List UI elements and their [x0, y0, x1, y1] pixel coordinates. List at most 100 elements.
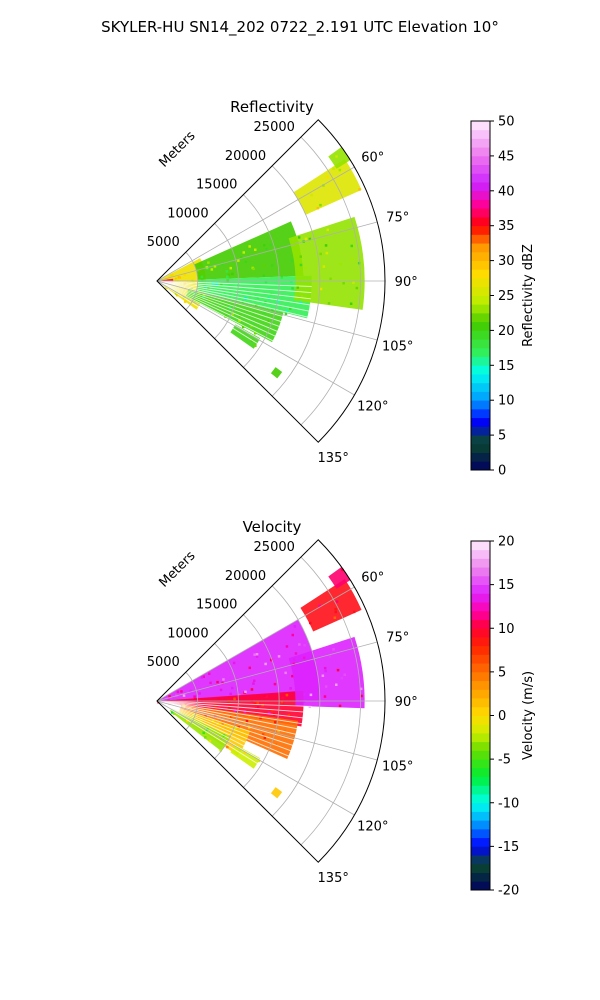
echo-speck [262, 274, 266, 277]
colorbar-swatch [471, 164, 490, 174]
colorbar-tick-label: -10 [498, 796, 519, 811]
echo-speck [209, 681, 212, 685]
echo-speck [299, 263, 303, 267]
angle-tick-label: 135° [318, 871, 349, 886]
echo-speck [323, 666, 327, 670]
echo-speck [248, 666, 251, 670]
angle-tick-label: 90° [395, 275, 418, 290]
echo-speck [328, 654, 332, 658]
echo-speck [168, 275, 171, 278]
colorbar: -20 -15 -10 -5 0 5 10 15 20 Velocity (m/s) [470, 535, 536, 899]
colorbar-swatch [471, 138, 490, 148]
angle-tick-label: 105° [382, 340, 413, 355]
echo-speck [182, 295, 186, 299]
echo-speck [265, 248, 268, 251]
echo-speck [269, 243, 272, 247]
echo-speck [299, 301, 302, 304]
echo-speck [216, 680, 219, 684]
echo-speck [175, 278, 178, 281]
echo-speck [338, 168, 342, 172]
echo-speck [189, 689, 192, 693]
angle-tick-label: 120° [357, 400, 388, 415]
colorbar-swatch [471, 732, 490, 743]
colorbar-swatch [471, 785, 490, 795]
echo-speck [342, 282, 345, 285]
echo-speck [266, 320, 270, 323]
echo-speck [256, 706, 260, 709]
echo-speck [326, 175, 329, 179]
echo-speck [190, 293, 193, 296]
colorbar-swatch [471, 330, 490, 340]
colorbar-swatch [471, 698, 490, 708]
colorbar-swatch [471, 715, 490, 725]
colorbar-swatch [471, 750, 490, 760]
colorbar-tick-label: -5 [498, 753, 511, 768]
echo-speck [173, 712, 176, 715]
echo-speck [231, 272, 234, 276]
echo-speck [355, 286, 359, 290]
echo-speck [291, 633, 294, 637]
colorbar-swatch [471, 295, 490, 305]
colorbar-swatch [471, 129, 490, 139]
colorbar-swatch [471, 382, 490, 392]
panel-velocity: Velocity 5000 10000 15000 20000 25000 Meters 60… [147, 518, 536, 899]
angle-spoke [156, 280, 378, 341]
echo-speck [210, 268, 214, 271]
echo-speck [290, 280, 293, 284]
echo-speck [322, 265, 326, 268]
echo-speck [270, 264, 274, 267]
echo-region [230, 324, 261, 349]
angle-spoke [156, 586, 355, 702]
beam-gap [156, 280, 305, 330]
echo-speck [257, 759, 261, 763]
echo-speck [211, 282, 215, 285]
colorbar-swatch [471, 243, 490, 253]
colorbar-swatch [471, 628, 490, 638]
radial-tick-label: 15000 [196, 178, 237, 193]
colorbar-swatch [471, 251, 490, 262]
echo-speck [250, 688, 254, 691]
colorbar-swatch [471, 619, 490, 629]
colorbar-swatch [471, 584, 490, 594]
echo-speck [175, 293, 179, 297]
echo-field [156, 146, 365, 379]
colorbar-swatch [471, 837, 490, 847]
radial-tick-label: 10000 [167, 206, 208, 221]
beam-gap [156, 700, 310, 726]
echo-speck [226, 745, 229, 749]
echo-speck [303, 644, 306, 647]
echo-speck [290, 259, 294, 262]
echo-speck [297, 236, 301, 239]
echo-speck [225, 270, 229, 273]
echo-speck [250, 324, 253, 328]
echo-speck [293, 625, 297, 628]
colorbar-swatch [471, 680, 490, 690]
sector-frame [156, 119, 386, 443]
colorbar-swatch [471, 173, 490, 183]
colorbar-swatch [471, 452, 490, 462]
echo-speck [283, 729, 287, 733]
colorbar-swatch [471, 776, 490, 786]
echo-speck [229, 266, 232, 270]
echo-speck [168, 695, 171, 698]
echo-speck [232, 661, 236, 665]
echo-speck [221, 681, 224, 685]
echo-speck [202, 675, 205, 678]
angle-tick-label: 60° [361, 150, 384, 165]
colorbar-swatch [471, 663, 490, 673]
echo-speck [350, 257, 354, 261]
echo-speck [277, 655, 281, 658]
beam-gap [156, 700, 312, 707]
echo-speck [334, 607, 337, 611]
panel-reflectivity: Reflectivity 5000 10000 15000 20000 25000 Mete… [147, 98, 536, 479]
echo-speck [227, 273, 231, 277]
radial-tick-label: 25000 [254, 540, 295, 555]
echo-speck [253, 679, 256, 682]
echo-speck [287, 714, 291, 717]
echo-speck [304, 237, 308, 241]
echo-speck [274, 743, 278, 746]
colorbar-swatch [471, 347, 490, 357]
echo-speck [220, 282, 223, 286]
beam-gap [156, 280, 298, 347]
echo-speck [294, 652, 298, 655]
